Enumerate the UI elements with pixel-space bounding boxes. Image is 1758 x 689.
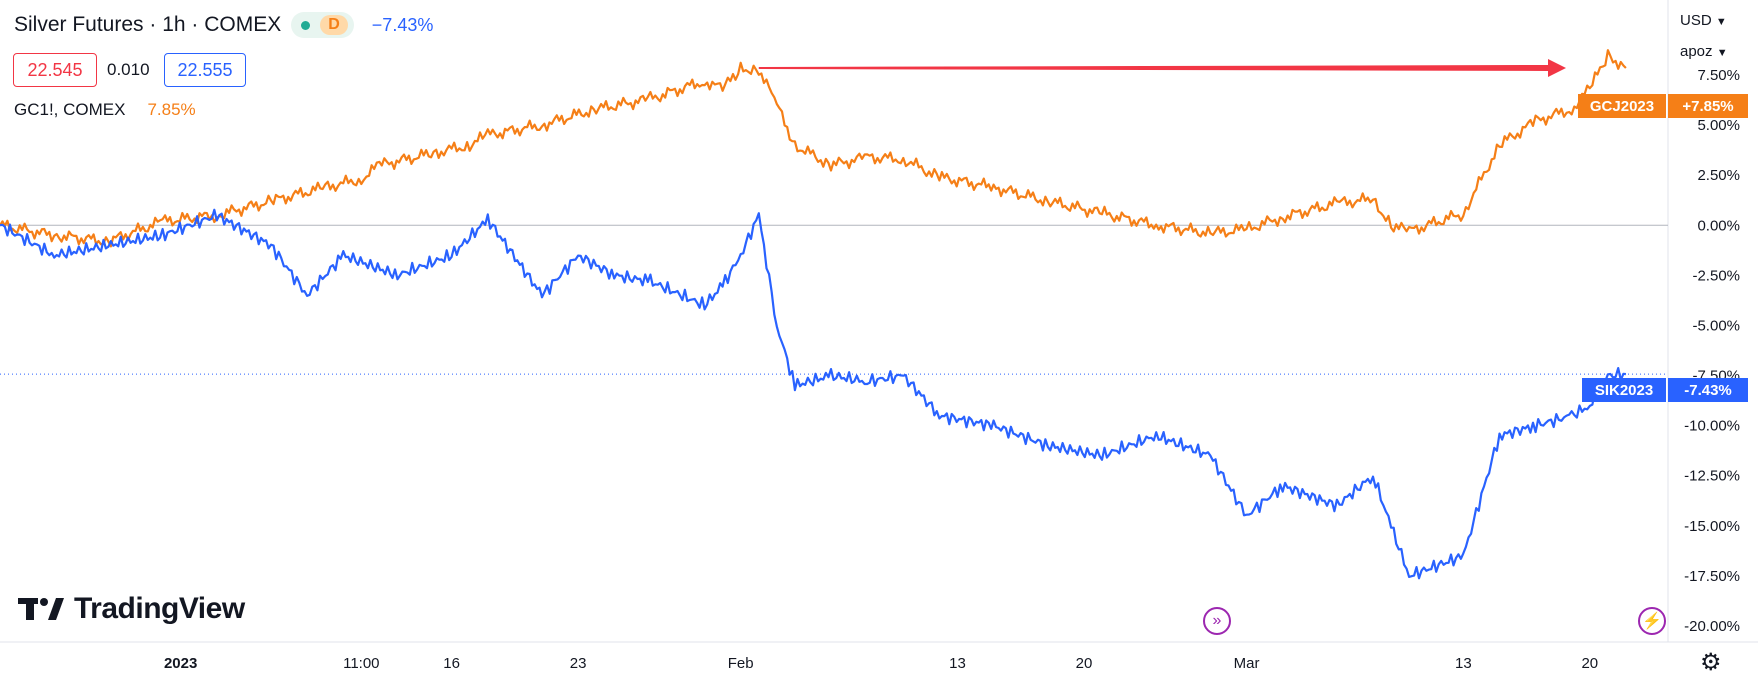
y-tick-label: 5.00% [1697, 117, 1740, 134]
y-tick-label: -12.50% [1684, 468, 1740, 485]
x-tick-label: Mar [1234, 655, 1260, 672]
silver-tag-symbol: SIK2023 [1594, 381, 1654, 399]
y-tick-label: 2.50% [1697, 167, 1740, 184]
y-tick-label: -10.00% [1684, 418, 1740, 435]
x-tick-label: 11:00 [343, 655, 379, 672]
fast-forward-icon[interactable]: » [1203, 607, 1231, 635]
chevron-down-icon: ▼ [1716, 47, 1728, 59]
x-tick-label: 20 [1581, 655, 1598, 672]
chart-title[interactable]: Silver Futures · 1h · COMEX [14, 13, 282, 36]
x-tick-label: 20 [1076, 655, 1093, 672]
market-open-dot-icon [301, 20, 311, 30]
logo-text: TradingView [74, 592, 245, 625]
symbol-change: −7.43% [371, 14, 434, 35]
scale-selector[interactable]: apoz ▼ [1680, 43, 1728, 60]
silver-value-tag: -7.43% [1668, 378, 1748, 402]
compare-symbol: GC1!, COMEX [14, 100, 126, 119]
buy-price-box[interactable]: 22.555 [164, 53, 246, 87]
x-tick-label: 13 [1455, 655, 1472, 672]
gold-value-tag: +7.85% [1668, 94, 1748, 118]
silver-tag-value: -7.43% [1684, 381, 1732, 399]
lightning-icon[interactable]: ⚡ [1638, 607, 1666, 635]
gear-icon[interactable]: ⚙ [1700, 649, 1722, 676]
x-tick-label: Feb [728, 655, 754, 672]
y-tick-label: 0.00% [1697, 217, 1740, 234]
y-tick-label: -2.50% [1692, 267, 1740, 284]
gold-price-tag: GCJ2023 [1578, 94, 1666, 118]
compare-legend[interactable]: GC1!, COMEX 7.85% [14, 100, 196, 120]
compare-change: 7.85% [147, 100, 196, 119]
series-line-gold [0, 49, 1627, 248]
spread-value: 0.010 [107, 60, 150, 79]
currency-label: USD [1680, 12, 1712, 29]
scale-label: apoz [1680, 43, 1713, 60]
gold-tag-symbol: GCJ2023 [1589, 97, 1655, 115]
x-tick-label: 13 [949, 655, 966, 672]
chevron-down-icon: ▼ [1715, 16, 1727, 28]
y-tick-label: -20.00% [1684, 618, 1740, 635]
silver-price-tag: SIK2023 [1582, 378, 1666, 402]
y-tick-label: -15.00% [1684, 518, 1740, 535]
gold-tag-value: +7.85% [1682, 97, 1734, 115]
currency-selector[interactable]: USD ▼ [1680, 12, 1727, 29]
annotation-arrow [758, 58, 1566, 77]
tradingview-logo[interactable]: TradingView [18, 592, 245, 626]
x-tick-label: 2023 [164, 655, 197, 672]
series-line-silver [0, 208, 1627, 580]
sell-price-box[interactable]: 22.545 [13, 53, 97, 87]
x-tick-label: 23 [570, 655, 587, 672]
delayed-data-badge[interactable]: D [320, 15, 348, 35]
y-tick-label: -5.00% [1692, 317, 1740, 334]
x-tick-label: 16 [443, 655, 460, 672]
tradingview-logo-icon [18, 598, 64, 620]
chart-header: Silver Futures · 1h · COMEX D −7.43% [14, 12, 433, 38]
y-tick-label: -17.50% [1684, 568, 1740, 585]
market-status-pill[interactable]: D [291, 12, 354, 38]
y-tick-label: 7.50% [1697, 67, 1740, 84]
